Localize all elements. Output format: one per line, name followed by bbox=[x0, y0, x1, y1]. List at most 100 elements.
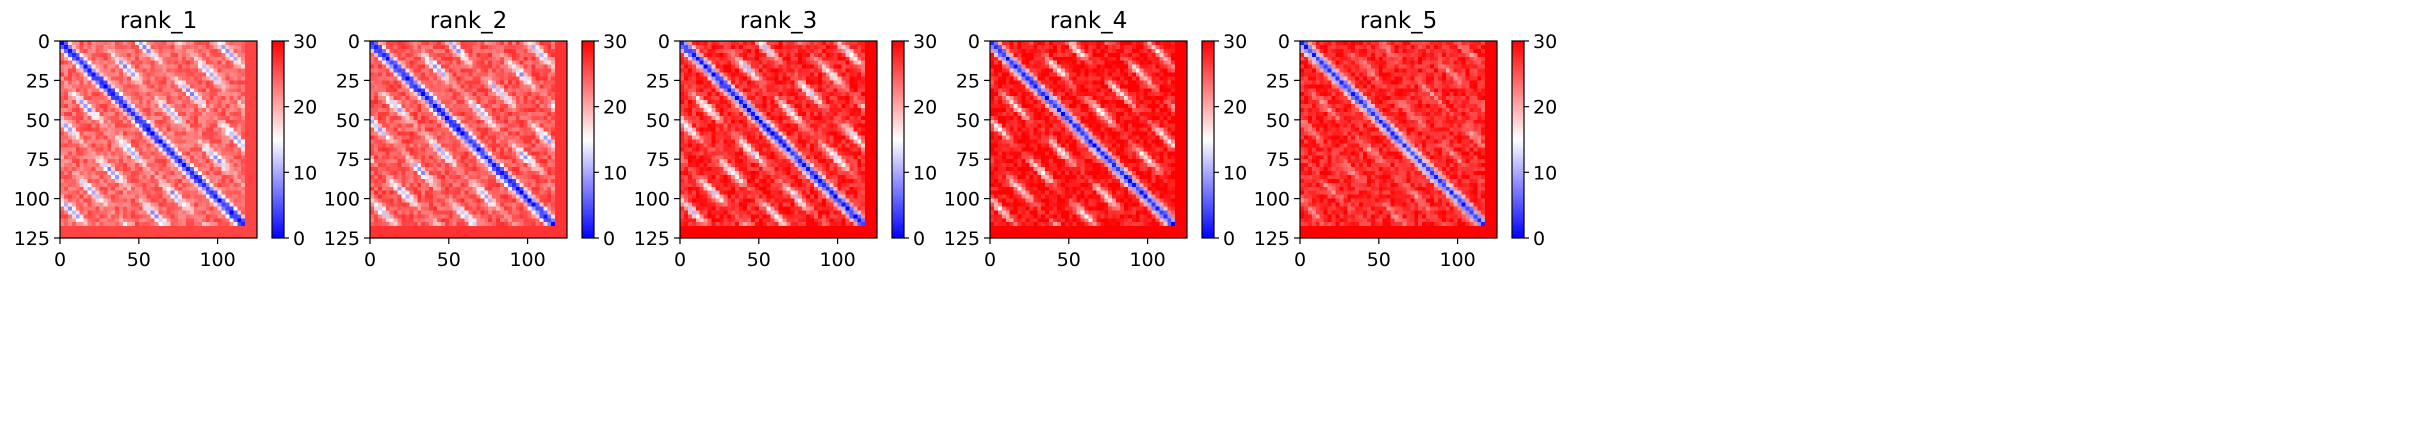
heatmap-cell bbox=[444, 80, 450, 85]
heatmap-cell bbox=[130, 218, 136, 223]
heatmap-cell bbox=[507, 230, 513, 235]
heatmap-cell bbox=[370, 230, 375, 235]
heatmap-cell bbox=[385, 52, 391, 58]
heatmap-cell bbox=[381, 119, 387, 125]
heatmap-cell bbox=[130, 76, 136, 81]
heatmap-cell bbox=[523, 115, 529, 121]
heatmap-cell bbox=[99, 41, 104, 46]
heatmap-cell bbox=[373, 131, 379, 137]
heatmap-cell bbox=[241, 182, 246, 188]
heatmap-cell bbox=[146, 41, 152, 46]
heatmap-cell bbox=[551, 167, 556, 172]
heatmap-cell bbox=[249, 218, 254, 223]
heatmap-cell bbox=[476, 88, 481, 93]
heatmap-cell bbox=[503, 214, 509, 219]
heatmap-cell bbox=[213, 80, 219, 85]
heatmap-cell bbox=[225, 194, 231, 200]
heatmap-cell bbox=[551, 174, 556, 180]
heatmap-cell bbox=[79, 202, 85, 208]
heatmap-cell bbox=[166, 127, 171, 133]
heatmap-cell bbox=[373, 226, 379, 231]
heatmap-cell bbox=[389, 107, 395, 113]
y-tick-label: 25 bbox=[26, 70, 50, 92]
heatmap-cell bbox=[535, 48, 541, 54]
heatmap-cell bbox=[511, 206, 517, 212]
heatmap-cell bbox=[551, 127, 556, 133]
heatmap-cell bbox=[531, 135, 537, 141]
heatmap-cell bbox=[503, 96, 509, 101]
heatmap-cell bbox=[209, 159, 215, 164]
heatmap-cell bbox=[60, 68, 65, 74]
heatmap-cell bbox=[79, 107, 85, 113]
heatmap-cell bbox=[178, 41, 183, 46]
heatmap-cell bbox=[221, 226, 227, 231]
heatmap-cell bbox=[519, 163, 525, 168]
heatmap-cell bbox=[500, 159, 505, 164]
heatmap-cell bbox=[190, 182, 195, 188]
heatmap-cell bbox=[503, 186, 509, 192]
heatmap-cell bbox=[103, 68, 108, 74]
heatmap-cell bbox=[138, 88, 144, 93]
heatmap-cell bbox=[543, 147, 548, 152]
heatmap-cell bbox=[555, 44, 560, 50]
heatmap-cell bbox=[484, 96, 489, 101]
heatmap-cell bbox=[245, 131, 250, 137]
heatmap-cell bbox=[515, 147, 521, 152]
heatmap-cell bbox=[429, 48, 434, 54]
heatmap-cell bbox=[531, 64, 537, 70]
heatmap-cell bbox=[413, 222, 418, 227]
heatmap-cell bbox=[389, 72, 395, 78]
heatmap-cell bbox=[555, 202, 560, 208]
heatmap-cell bbox=[193, 119, 199, 125]
heatmap-cell bbox=[413, 84, 418, 89]
heatmap-cell bbox=[174, 92, 179, 97]
heatmap-cell bbox=[500, 155, 505, 160]
heatmap-cell bbox=[381, 214, 387, 219]
heatmap-cell bbox=[405, 151, 410, 156]
heatmap-cell bbox=[503, 174, 509, 180]
heatmap-cell bbox=[496, 52, 501, 58]
heatmap-cell bbox=[225, 41, 231, 46]
heatmap-cell bbox=[413, 186, 418, 192]
heatmap-cell bbox=[496, 123, 501, 129]
heatmap-cell bbox=[134, 123, 140, 129]
heatmap-cell bbox=[436, 226, 442, 231]
heatmap-cell bbox=[87, 41, 93, 46]
heatmap-cell bbox=[146, 56, 152, 62]
heatmap-cell bbox=[476, 60, 481, 66]
heatmap-cell bbox=[421, 111, 426, 117]
heatmap-cell bbox=[472, 84, 477, 89]
heatmap-cell bbox=[71, 222, 77, 227]
heatmap-cell bbox=[484, 76, 489, 81]
heatmap-cell bbox=[409, 84, 414, 89]
heatmap-cell bbox=[154, 123, 160, 129]
heatmap-cell bbox=[162, 147, 167, 152]
heatmap-cell bbox=[63, 147, 69, 152]
heatmap-cell bbox=[547, 80, 552, 85]
heatmap-cell bbox=[523, 56, 529, 62]
heatmap-cell bbox=[551, 44, 556, 50]
heatmap-cell bbox=[249, 107, 254, 113]
heatmap-cell bbox=[103, 44, 108, 50]
heatmap-cell bbox=[373, 64, 379, 70]
heatmap-cell bbox=[130, 104, 136, 109]
heatmap-cell bbox=[253, 167, 258, 172]
heatmap-cell bbox=[484, 100, 489, 105]
heatmap-cell bbox=[213, 190, 219, 196]
heatmap-cell bbox=[448, 202, 454, 208]
heatmap-cell bbox=[393, 52, 399, 58]
heatmap-cell bbox=[87, 214, 93, 219]
heatmap-cell bbox=[401, 123, 407, 129]
heatmap-cell bbox=[444, 163, 450, 168]
heatmap-cell bbox=[150, 171, 156, 176]
heatmap-cell bbox=[67, 111, 73, 117]
heatmap-cell bbox=[531, 72, 537, 78]
heatmap-cell bbox=[60, 171, 65, 176]
heatmap-cell bbox=[563, 206, 568, 212]
heatmap-cell bbox=[507, 202, 513, 208]
heatmap-cell bbox=[389, 143, 395, 148]
heatmap-cell bbox=[162, 96, 167, 101]
heatmap-cell bbox=[373, 41, 379, 46]
heatmap-cell bbox=[535, 202, 541, 208]
heatmap-cell bbox=[397, 68, 403, 74]
